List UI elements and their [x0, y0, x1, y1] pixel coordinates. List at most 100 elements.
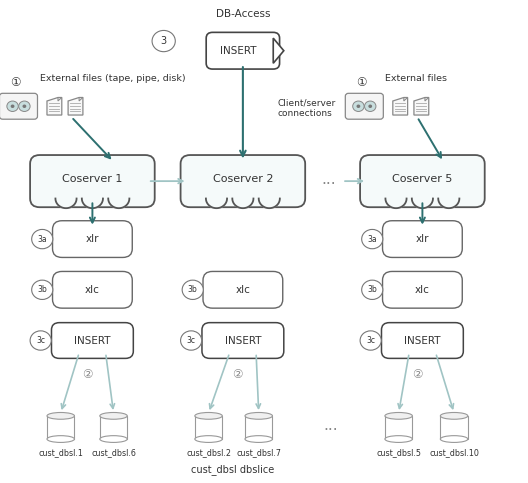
Ellipse shape	[100, 436, 127, 442]
Ellipse shape	[47, 412, 74, 419]
Circle shape	[364, 101, 376, 112]
Text: ①: ①	[11, 76, 21, 88]
Ellipse shape	[245, 436, 272, 442]
Polygon shape	[404, 98, 408, 101]
Circle shape	[362, 229, 383, 249]
Text: DB-Access: DB-Access	[215, 9, 270, 18]
Text: xlc: xlc	[85, 285, 100, 295]
Ellipse shape	[440, 412, 468, 419]
Text: 3: 3	[161, 36, 167, 46]
Polygon shape	[79, 98, 83, 101]
Text: INSERT: INSERT	[74, 336, 111, 345]
Text: ...: ...	[324, 417, 338, 433]
Text: Coserver 1: Coserver 1	[62, 174, 122, 184]
Text: INSERT: INSERT	[220, 46, 257, 56]
Circle shape	[182, 280, 203, 299]
Text: Client/server
connections: Client/server connections	[277, 99, 335, 118]
FancyBboxPatch shape	[0, 93, 37, 119]
FancyBboxPatch shape	[52, 221, 132, 257]
FancyBboxPatch shape	[381, 323, 464, 358]
Ellipse shape	[385, 412, 412, 419]
Text: cust_dbsl.1: cust_dbsl.1	[39, 448, 83, 457]
Circle shape	[30, 331, 51, 350]
Polygon shape	[58, 98, 62, 101]
Ellipse shape	[440, 436, 468, 442]
Text: External files: External files	[385, 74, 447, 83]
Circle shape	[32, 280, 53, 299]
Text: 3c: 3c	[36, 336, 45, 345]
Polygon shape	[274, 38, 284, 63]
Polygon shape	[55, 199, 77, 208]
FancyBboxPatch shape	[52, 323, 133, 358]
Ellipse shape	[195, 436, 222, 442]
Text: 3a: 3a	[37, 235, 47, 243]
Polygon shape	[393, 98, 408, 115]
Text: 3b: 3b	[37, 285, 47, 294]
Ellipse shape	[245, 412, 272, 419]
Bar	[100, 416, 127, 439]
Polygon shape	[206, 199, 227, 208]
Text: 3c: 3c	[186, 336, 196, 345]
Text: 3c: 3c	[366, 336, 375, 345]
Text: cust_dbsl.10: cust_dbsl.10	[429, 448, 479, 457]
Polygon shape	[47, 98, 62, 115]
Polygon shape	[232, 199, 253, 208]
Circle shape	[23, 104, 26, 108]
Polygon shape	[108, 199, 129, 208]
Text: Coserver 5: Coserver 5	[392, 174, 452, 184]
FancyBboxPatch shape	[382, 271, 463, 308]
FancyBboxPatch shape	[360, 155, 485, 207]
Circle shape	[181, 331, 202, 350]
Text: External files (tape, pipe, disk): External files (tape, pipe, disk)	[40, 74, 185, 83]
Circle shape	[369, 104, 372, 108]
Text: ②: ②	[412, 368, 422, 381]
Polygon shape	[414, 98, 429, 115]
Text: cust_dbsl dbslice: cust_dbsl dbslice	[191, 464, 274, 475]
Text: xlr: xlr	[86, 234, 99, 244]
FancyBboxPatch shape	[345, 93, 383, 119]
Polygon shape	[68, 98, 83, 115]
FancyBboxPatch shape	[52, 271, 132, 308]
Circle shape	[353, 101, 364, 112]
Text: ...: ...	[321, 172, 336, 187]
Ellipse shape	[385, 436, 412, 442]
Polygon shape	[412, 199, 433, 208]
Text: xlc: xlc	[415, 285, 430, 295]
Polygon shape	[438, 199, 459, 208]
Text: cust_dbsl.6: cust_dbsl.6	[91, 448, 136, 457]
Circle shape	[360, 331, 381, 350]
FancyBboxPatch shape	[181, 155, 305, 207]
FancyBboxPatch shape	[382, 221, 463, 257]
Text: 3b: 3b	[367, 285, 377, 294]
Bar	[47, 416, 74, 439]
Circle shape	[152, 30, 175, 52]
Ellipse shape	[47, 436, 74, 442]
Circle shape	[32, 229, 53, 249]
Polygon shape	[259, 199, 280, 208]
Circle shape	[11, 104, 14, 108]
Bar	[245, 416, 272, 439]
Text: cust_dbsl.7: cust_dbsl.7	[236, 448, 281, 457]
Polygon shape	[425, 98, 429, 101]
Circle shape	[18, 101, 30, 112]
Ellipse shape	[195, 412, 222, 419]
Circle shape	[7, 101, 18, 112]
Text: cust_dbsl.5: cust_dbsl.5	[376, 448, 421, 457]
FancyBboxPatch shape	[203, 271, 283, 308]
Text: ②: ②	[232, 368, 243, 381]
Text: INSERT: INSERT	[224, 336, 261, 345]
Text: cust_dbsl.2: cust_dbsl.2	[186, 448, 231, 457]
Text: xlr: xlr	[416, 234, 429, 244]
Text: ①: ①	[356, 76, 367, 88]
Polygon shape	[385, 199, 407, 208]
Bar	[195, 416, 222, 439]
Text: 3b: 3b	[188, 285, 197, 294]
Circle shape	[356, 104, 360, 108]
Circle shape	[362, 280, 383, 299]
Bar	[440, 416, 468, 439]
FancyBboxPatch shape	[202, 323, 284, 358]
Ellipse shape	[100, 412, 127, 419]
Polygon shape	[82, 199, 103, 208]
Text: INSERT: INSERT	[404, 336, 441, 345]
Text: ②: ②	[82, 368, 92, 381]
